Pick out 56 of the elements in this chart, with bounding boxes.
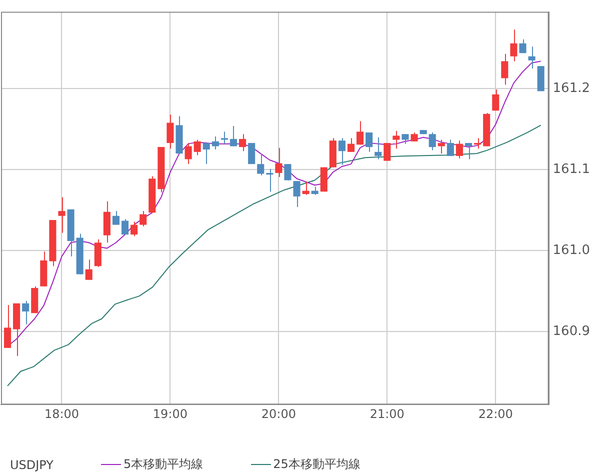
candlestick <box>464 142 472 160</box>
candlestick <box>474 138 482 150</box>
candlestick <box>519 38 526 54</box>
candlestick <box>94 238 102 268</box>
candlestick <box>356 120 364 146</box>
candlestick <box>392 130 400 150</box>
candlestick <box>248 143 256 164</box>
candlestick <box>4 304 12 348</box>
x-tick-label: 21:00 <box>370 406 404 421</box>
candlestick <box>112 210 120 226</box>
x-tick-label: 22:00 <box>478 406 513 421</box>
y-tick-label: 160.9 <box>552 324 590 340</box>
y-tick-label: 161.0 <box>552 243 590 258</box>
candlestick <box>130 221 138 237</box>
candlestick <box>528 46 536 69</box>
candlestick <box>402 134 409 144</box>
candlestick <box>220 131 228 144</box>
candlestick <box>202 142 210 165</box>
candlestick <box>103 200 110 244</box>
candlestick <box>338 138 346 166</box>
x-tick-label: 20:00 <box>261 406 296 421</box>
legend-label: 25本移動平均線 <box>273 456 360 473</box>
candlestick <box>428 132 436 151</box>
candlestick <box>366 132 373 152</box>
candlestick <box>239 134 246 152</box>
candlestick <box>257 153 264 176</box>
candlestick <box>302 181 310 196</box>
candlestick <box>22 300 30 325</box>
candlestick <box>510 29 518 62</box>
y-tick-label: 161.1 <box>552 162 590 178</box>
candlestick <box>384 142 391 162</box>
candlestick <box>446 139 454 156</box>
candlestick <box>374 136 382 160</box>
candlestick <box>230 125 238 147</box>
candlestick <box>184 142 192 165</box>
candlestick <box>140 210 147 227</box>
x-tick-label: 19:00 <box>152 406 188 421</box>
y-tick-label: 161.2 <box>552 81 590 96</box>
candlestick <box>492 89 500 112</box>
candlestick <box>438 139 445 154</box>
candlestick <box>293 180 300 208</box>
candlestick <box>284 164 292 181</box>
legend-title: USDJPY <box>10 458 54 472</box>
candlestick <box>275 147 282 178</box>
candlestick <box>501 53 508 86</box>
candlestick <box>85 259 92 280</box>
candlestick <box>347 138 355 152</box>
candlestick <box>266 168 274 192</box>
candlestick <box>194 139 201 156</box>
candlestick <box>121 218 129 236</box>
candlestick <box>212 136 219 150</box>
legend-label: 5本移動平均線 <box>123 456 204 473</box>
x-tick-label: 18:00 <box>44 406 80 421</box>
candlestick <box>166 114 174 150</box>
candlestick <box>58 196 66 234</box>
candlestick <box>456 140 464 159</box>
